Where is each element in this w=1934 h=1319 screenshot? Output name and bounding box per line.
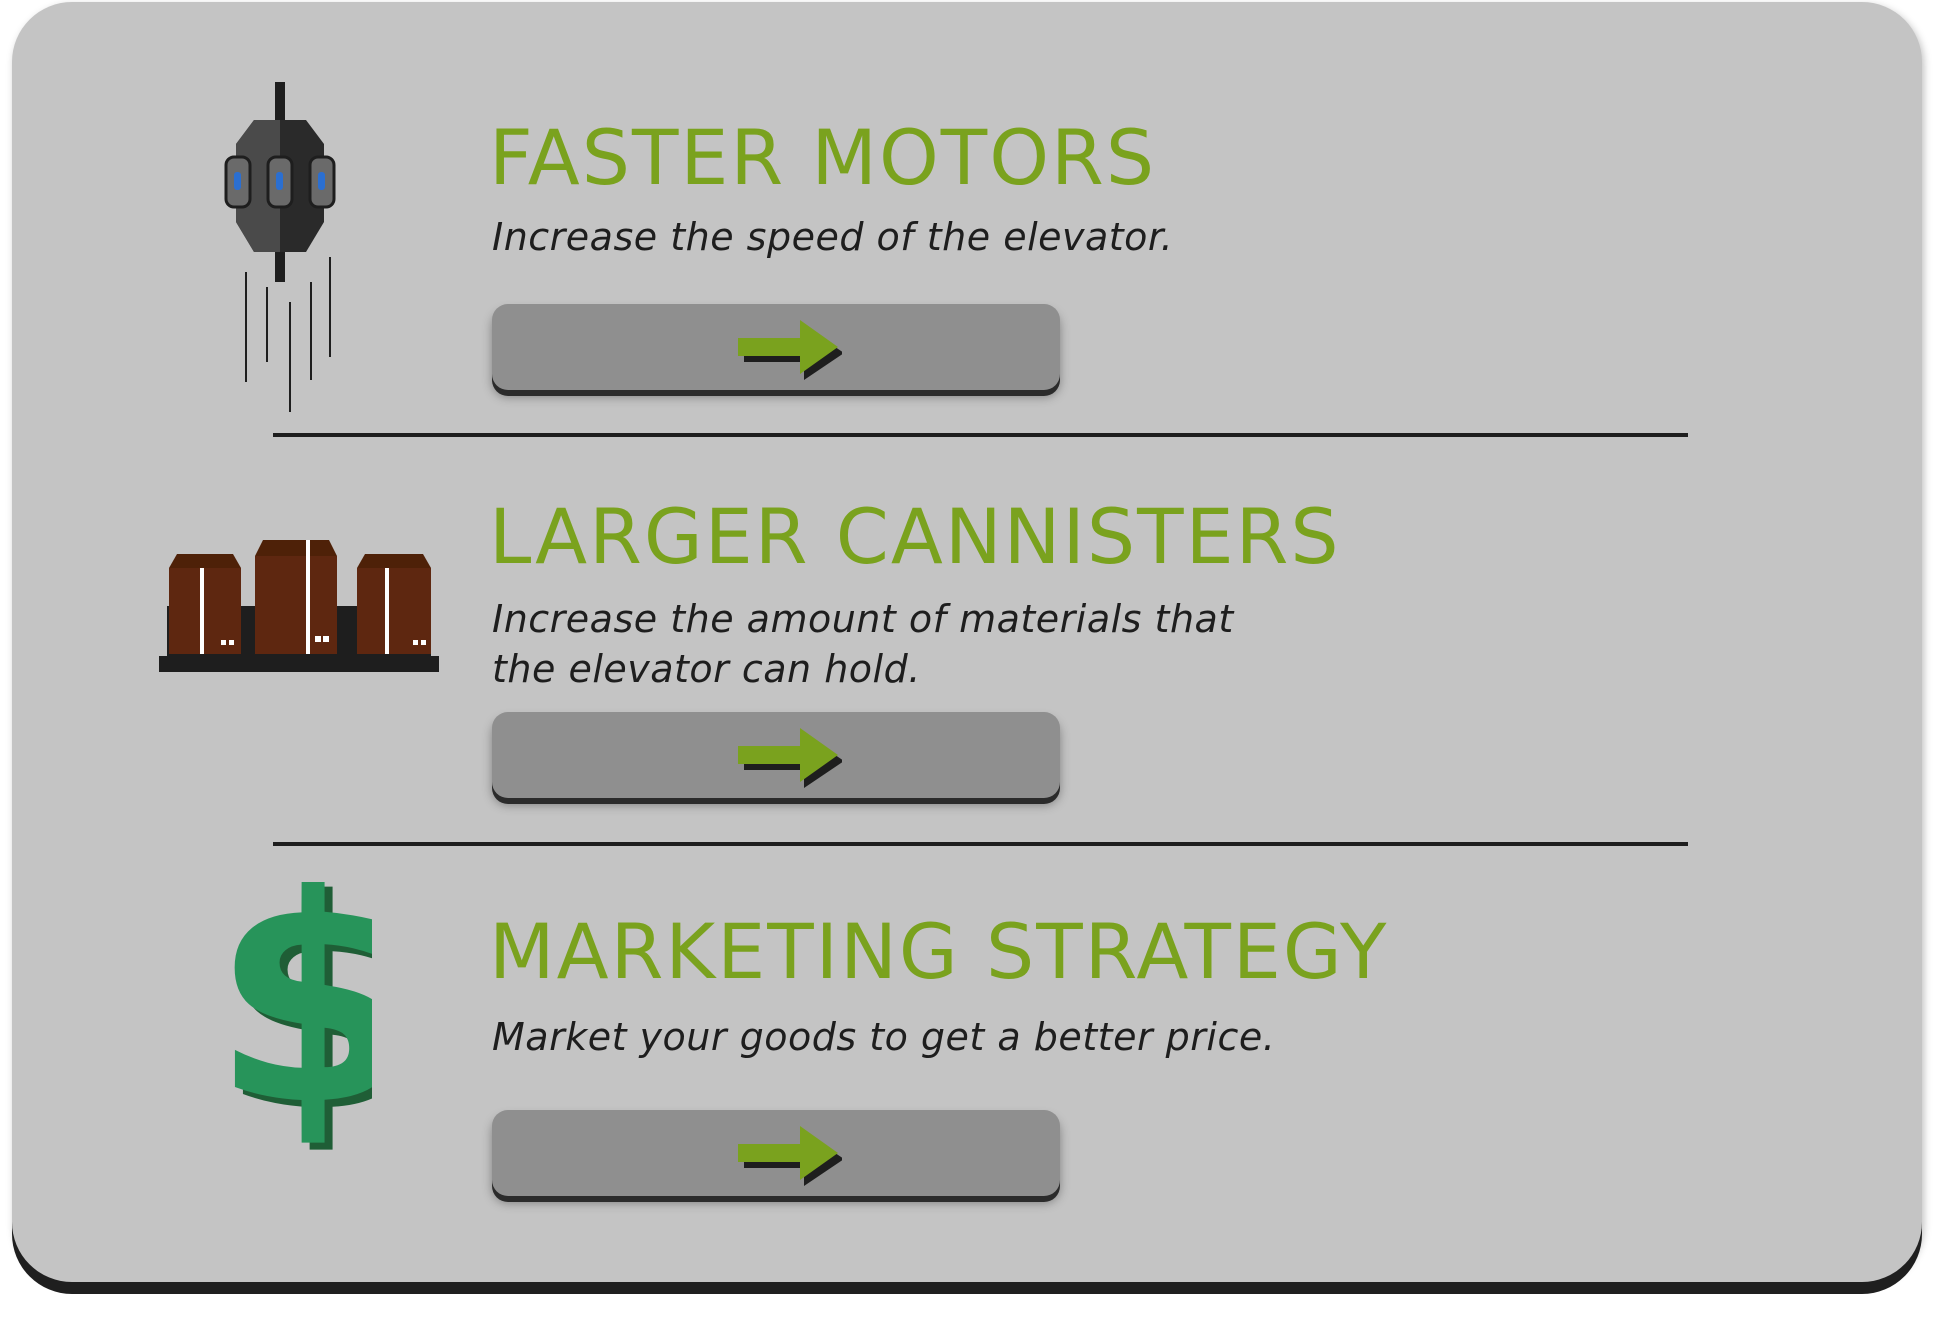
upgrade-description: Increase the amount of materials that th… [492, 597, 1234, 691]
upgrade-title: MARKETING STRATEGY [489, 907, 1389, 996]
rocket-motor-icon [224, 82, 336, 412]
cargo-crates-icon [159, 540, 439, 672]
arrow-right-icon [738, 320, 842, 380]
upgrade-description: Increase the speed of the elevator. [492, 215, 1174, 259]
divider [273, 842, 1688, 846]
upgrade-description: Market your goods to get a better price. [492, 1015, 1276, 1059]
svg-text:$: $ [212, 882, 372, 1152]
arrow-right-icon [738, 728, 842, 788]
upgrade-button-marketing-strategy[interactable] [492, 1110, 1060, 1196]
dollar-sign-icon: $ $ [212, 882, 372, 1152]
upgrade-button-faster-motors[interactable] [492, 304, 1060, 390]
upgrade-title: LARGER CANNISTERS [489, 492, 1341, 581]
upgrade-button-larger-cannisters[interactable] [492, 712, 1060, 798]
svg-text:$: $ [220, 882, 372, 1152]
arrow-right-icon [738, 1126, 842, 1186]
upgrades-panel: FASTER MOTORS Increase the speed of the … [12, 2, 1922, 1282]
upgrade-title: FASTER MOTORS [489, 113, 1157, 202]
divider [273, 433, 1688, 437]
